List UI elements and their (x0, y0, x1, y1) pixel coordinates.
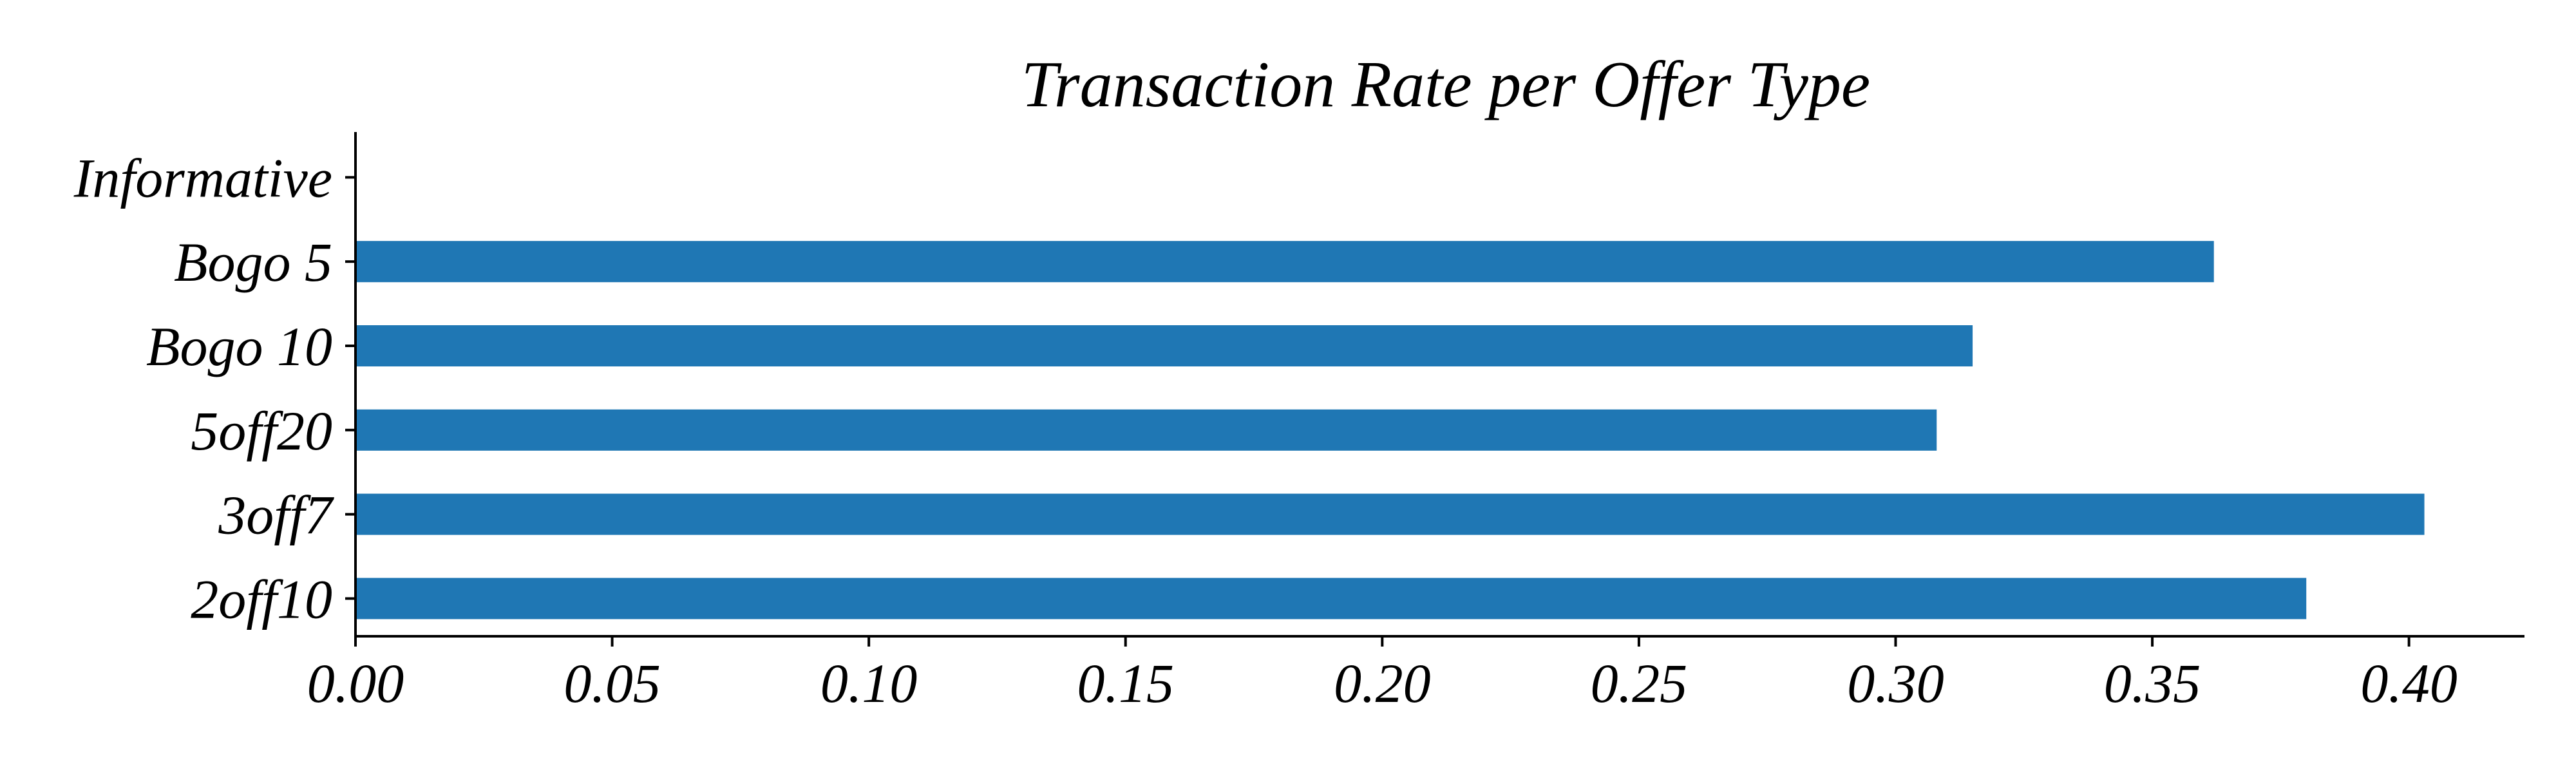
x-tick-label: 0.10 (820, 652, 918, 714)
x-tick-label: 0.30 (1847, 652, 1944, 714)
y-tick-label: 5off20 (191, 400, 332, 462)
y-tick-label: Informative (73, 147, 332, 209)
bar-bogo-5 (355, 241, 2214, 283)
y-tick-label: Bogo 5 (174, 231, 332, 293)
bar-3off7 (355, 493, 2425, 535)
x-tick-label: 0.35 (2104, 652, 2201, 714)
y-tick-label: Bogo 10 (146, 316, 332, 377)
x-tick-label: 0.25 (1591, 652, 1688, 714)
y-axis-ticks: Informative Bogo 5 Bogo 10 5off20 3off7 2off1… (73, 147, 355, 630)
y-tick-label: 2off10 (191, 568, 332, 630)
x-tick-label: 0.20 (1334, 652, 1431, 714)
bar-5off20 (355, 409, 1937, 451)
x-tick-label: 0.40 (2360, 652, 2458, 714)
y-tick-label: 3off7 (218, 484, 334, 546)
x-tick-label: 0.15 (1077, 652, 1174, 714)
x-tick-label: 0.00 (307, 652, 404, 714)
bar-bogo-10 (355, 325, 1973, 366)
x-axis-ticks: 0.00 0.05 0.10 0.15 0.20 0.25 0.30 0.35 0.40 (307, 636, 2458, 714)
chart-title: Transaction Rate per Offer Type (1021, 48, 1870, 121)
bars (355, 241, 2425, 620)
x-tick-label: 0.05 (564, 652, 661, 714)
bar-2off10 (355, 578, 2307, 620)
